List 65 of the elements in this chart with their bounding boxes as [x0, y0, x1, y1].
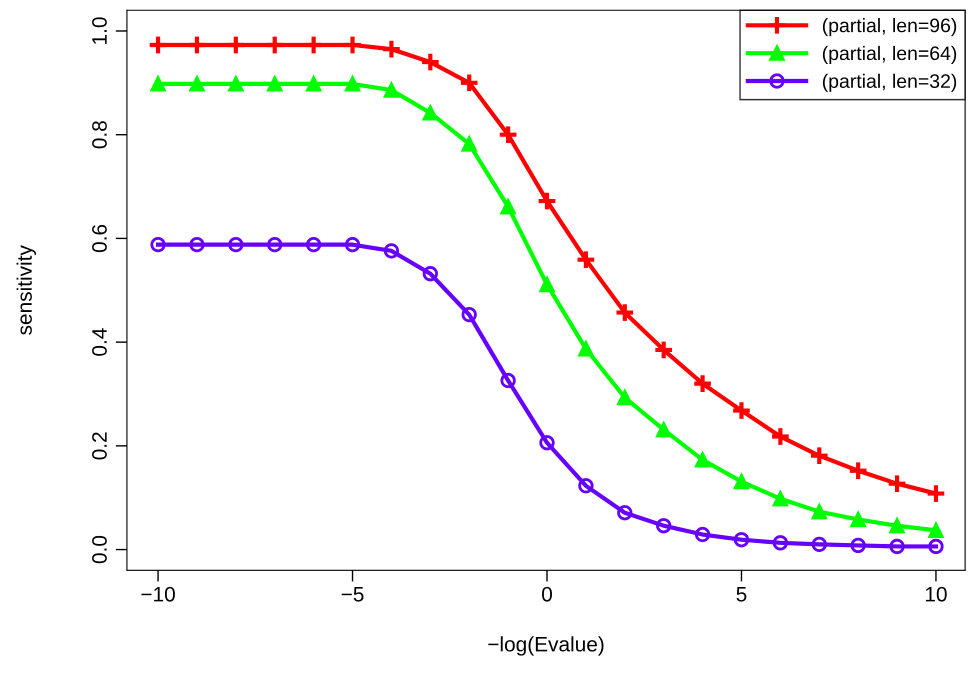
x-tick-label: −10: [141, 586, 175, 602]
point: [422, 266, 438, 282]
point: [462, 136, 477, 152]
point: [850, 538, 866, 554]
point: [926, 483, 946, 504]
y-tick-label: 0.2: [92, 432, 107, 460]
point: [578, 478, 594, 494]
point: [500, 199, 516, 214]
point: [694, 452, 710, 468]
point: [614, 302, 636, 323]
point: [189, 76, 205, 92]
point: [186, 34, 208, 56]
point: [306, 237, 322, 252]
point: [772, 491, 788, 506]
point: [344, 237, 360, 252]
y-tick-label: 0.0: [92, 536, 107, 564]
point: [928, 522, 944, 538]
point: [150, 76, 166, 92]
point: [812, 504, 827, 520]
point: [928, 538, 944, 554]
x-tick-label: −5: [342, 587, 364, 602]
y-axis-title: sensitivity: [16, 245, 36, 335]
legend-label: (partial, len=96): [822, 18, 956, 36]
x-axis-title: −log(Evalue): [488, 636, 604, 656]
point: [422, 105, 438, 121]
point: [148, 34, 168, 56]
x-tick-label: 0: [542, 586, 552, 602]
x-tick-label: 5: [736, 587, 746, 602]
point: [462, 307, 477, 322]
point: [617, 390, 632, 406]
point: [539, 276, 555, 292]
point: [812, 536, 827, 552]
point: [539, 435, 555, 450]
point: [267, 237, 282, 252]
point: [656, 422, 672, 438]
point: [384, 243, 400, 259]
point: [264, 34, 286, 56]
point: [889, 538, 905, 554]
point: [850, 512, 866, 528]
legend-label: (partial, len=64): [822, 46, 956, 64]
point: [536, 190, 558, 212]
y-tick-label: 1.0: [92, 17, 107, 44]
y-tick-label: 0.4: [92, 328, 107, 356]
point: [578, 341, 594, 357]
point: [344, 76, 360, 92]
point: [267, 76, 282, 92]
point: [734, 474, 750, 490]
y-tick-label: 0.6: [92, 224, 107, 252]
point: [189, 237, 205, 252]
point: [228, 76, 244, 92]
y-tick-label: 0.8: [92, 121, 107, 148]
point: [734, 532, 750, 548]
point: [150, 237, 166, 252]
point: [228, 237, 244, 252]
point: [889, 518, 905, 534]
point: [694, 526, 710, 542]
legend-label: (partial, len=32): [822, 74, 956, 92]
point: [342, 34, 363, 56]
point: [617, 505, 632, 520]
x-tick-label: 10: [926, 586, 947, 602]
point: [772, 535, 788, 550]
point: [500, 372, 516, 388]
point: [656, 518, 672, 534]
point: [306, 76, 322, 92]
point: [384, 82, 400, 98]
